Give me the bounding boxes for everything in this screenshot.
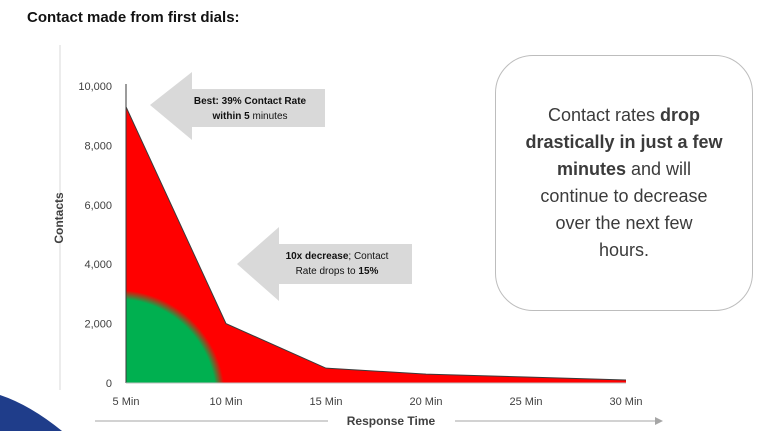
best-callout-text: Best: 39% Contact Rate within 5 minutes (193, 96, 307, 122)
corner-decoration (0, 395, 62, 431)
page-title: Contact made from first dials: (27, 9, 240, 26)
x-axis-title: Response Time (347, 414, 436, 428)
decrease-callout-arrow (237, 227, 412, 301)
y-tick-label: 0 (106, 378, 112, 390)
x-tick-label: 25 Min (509, 396, 542, 408)
y-tick-label: 2,000 (84, 319, 112, 331)
x-tick-label: 15 Min (309, 396, 342, 408)
x-tick-label: 30 Min (609, 396, 642, 408)
y-tick-label: 10,000 (78, 81, 112, 93)
y-tick-label: 4,000 (84, 259, 112, 271)
y-tick-label: 8,000 (84, 140, 112, 152)
x-tick-label: 20 Min (409, 396, 442, 408)
x-title-arrowhead (655, 417, 663, 425)
contacts-line (125, 106, 627, 381)
decrease-callout-text: 10x decrease; Contact Rate drops to 15% (285, 251, 389, 277)
x-tick-label: 5 Min (113, 396, 140, 408)
y-tick-label: 6,000 (84, 200, 112, 212)
summary-note: Contact rates drop drastically in just a… (495, 55, 753, 311)
x-tick-label: 10 Min (209, 396, 242, 408)
best-callout-arrow (150, 72, 325, 140)
contacts-area (126, 106, 626, 383)
y-axis-title: Contacts (52, 192, 66, 244)
